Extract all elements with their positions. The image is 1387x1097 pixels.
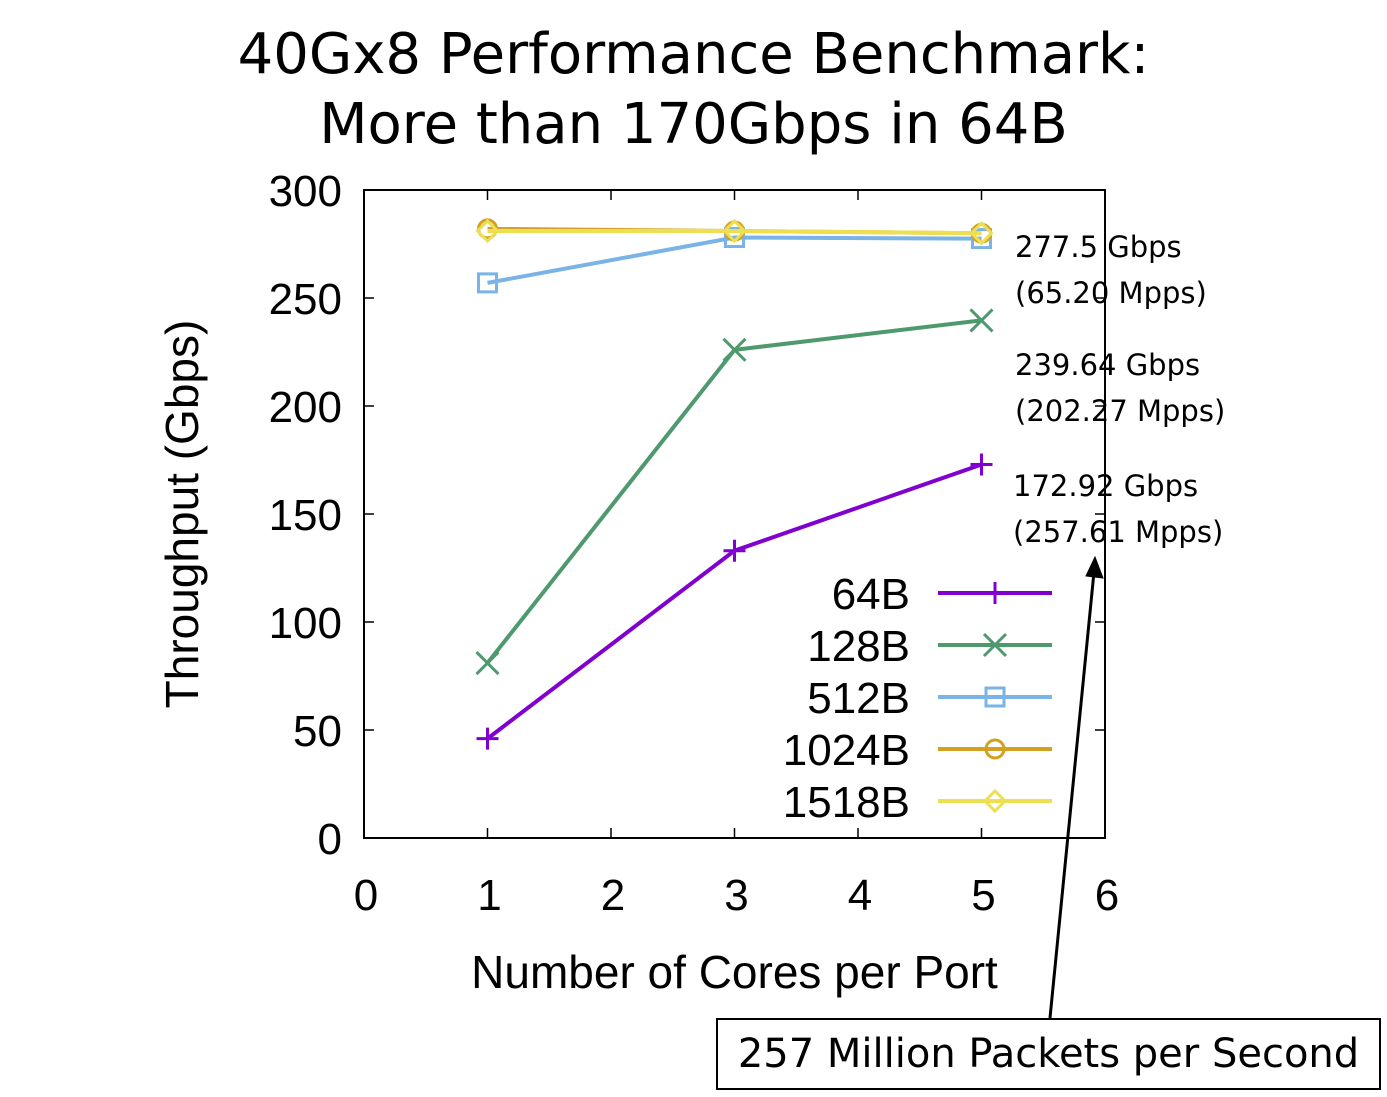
legend-marker [984, 686, 1006, 708]
x-tick-label: 2 [601, 871, 625, 920]
data-point-512B [724, 227, 745, 249]
callout-arrow-head [1085, 555, 1104, 579]
legend-label: 1024B [783, 726, 910, 775]
axes: 0 50 100 150 200 250 300 0 1 2 3 4 5 6 Number of Cores… [156, 167, 1119, 998]
series-line-1518B [487, 229, 982, 236]
y-axis-label: Throughput (Gbps) [156, 320, 208, 709]
x-tick-label: 5 [971, 871, 995, 920]
data-point-64B [476, 727, 499, 750]
y-tick-label: 100 [269, 599, 342, 648]
data-point-1518B [969, 221, 994, 246]
series-512B [477, 227, 992, 294]
series-1518B [475, 218, 994, 246]
callout-arrow-line [1048, 571, 1096, 1019]
x-tick-label: 3 [724, 871, 748, 920]
x-tick-label: 6 [1095, 871, 1119, 920]
data-point-512B [477, 272, 498, 294]
y-tick-label: 250 [269, 275, 342, 324]
callout-box: 257 Million Packets per Second [716, 1018, 1381, 1090]
x-tick-label: 4 [848, 871, 872, 920]
legend-marker [984, 582, 1006, 604]
annotation-mpps: (202.27 Mpps) [1015, 394, 1225, 428]
series-line-512B [487, 235, 982, 285]
annotation-mpps: (257.61 Mpps) [1013, 515, 1223, 549]
data-point-64B [970, 453, 993, 476]
series-64B [476, 453, 993, 750]
x-tick-label: 0 [354, 871, 378, 920]
y-tick-label: 150 [269, 491, 342, 540]
legend-marker [982, 788, 1008, 814]
annotation-value: 277.5 Gbps [1015, 230, 1182, 264]
legend-marker [982, 632, 1008, 658]
x-tick-label: 1 [477, 871, 501, 920]
y-tick-label: 0 [318, 815, 342, 864]
legend-label: 1518B [783, 778, 910, 827]
chart-title-line2: More than 170Gbps in 64B [319, 92, 1068, 157]
legend-label: 512B [807, 674, 910, 723]
annotation-value: 239.64 Gbps [1015, 348, 1200, 382]
data-point-1518B [475, 218, 500, 244]
legend-label: 128B [807, 622, 910, 671]
annotation-mpps: (65.20 Mpps) [1015, 276, 1207, 310]
x-axis-label: Number of Cores per Port [471, 946, 998, 998]
annotation-value: 172.92 Gbps [1013, 469, 1198, 503]
data-point-128B [475, 650, 500, 676]
series-128B [475, 308, 994, 676]
chart-title-line1: 40Gx8 Performance Benchmark: [237, 22, 1150, 87]
series-group [475, 218, 994, 750]
legend-label: 64B [832, 570, 910, 619]
data-point-1518B [722, 218, 747, 244]
y-tick-label: 300 [269, 167, 342, 216]
data-point-64B [723, 539, 746, 562]
annotations: 277.5 Gbps (65.20 Mpps) 239.64 Gbps (202.27… [1013, 230, 1225, 1019]
data-point-128B [969, 308, 994, 333]
y-tick-label: 50 [293, 707, 342, 756]
legend-marker [984, 738, 1006, 760]
y-tick-label: 200 [269, 383, 342, 432]
data-point-128B [722, 337, 747, 362]
